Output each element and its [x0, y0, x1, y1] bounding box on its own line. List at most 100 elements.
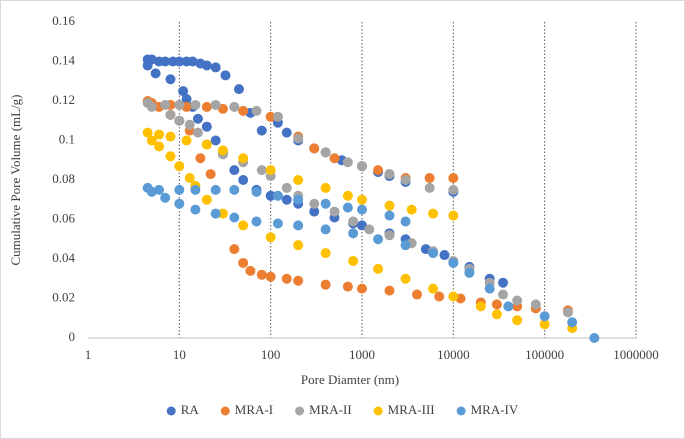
- data-point: [150, 68, 161, 79]
- data-point: [146, 186, 157, 197]
- data-point: [348, 228, 359, 239]
- legend-marker: [373, 406, 383, 416]
- data-point: [165, 151, 176, 162]
- legend-label: RA: [181, 402, 200, 417]
- data-point: [251, 186, 262, 197]
- data-point: [428, 248, 439, 259]
- data-point: [192, 113, 203, 124]
- data-point: [146, 101, 157, 112]
- data-point: [210, 62, 221, 73]
- y-tick-label: 0.16: [52, 13, 75, 28]
- y-tick-label: 0.12: [52, 92, 75, 107]
- data-point: [503, 301, 514, 312]
- data-point: [424, 182, 435, 193]
- data-point: [174, 198, 185, 209]
- data-point: [154, 141, 165, 152]
- data-point: [210, 135, 221, 146]
- data-point: [201, 194, 212, 205]
- data-point: [424, 173, 435, 184]
- data-point: [373, 165, 384, 176]
- y-tick-label: 0.14: [52, 52, 75, 67]
- data-point: [448, 257, 459, 268]
- data-point: [428, 283, 439, 294]
- x-tick-label: 1: [85, 347, 92, 362]
- data-point: [160, 192, 171, 203]
- data-point: [428, 208, 439, 219]
- data-point: [160, 99, 171, 110]
- legend-label: MRA-I: [235, 402, 273, 417]
- data-point: [238, 105, 249, 116]
- data-point: [448, 210, 459, 221]
- data-point: [205, 169, 216, 180]
- data-point: [174, 161, 185, 172]
- data-point: [217, 145, 228, 156]
- data-point: [154, 129, 165, 140]
- data-point: [448, 173, 459, 184]
- data-point: [464, 267, 475, 278]
- data-point: [357, 194, 367, 205]
- legend-label: MRA-II: [309, 402, 352, 417]
- data-point: [256, 125, 267, 136]
- legend-marker: [456, 406, 466, 416]
- data-point: [265, 111, 276, 122]
- data-point: [201, 121, 212, 132]
- data-point: [251, 216, 262, 227]
- data-point: [265, 232, 276, 243]
- data-point: [357, 161, 367, 172]
- data-point: [229, 165, 240, 176]
- y-tick-label: 0.08: [52, 171, 75, 186]
- data-point: [265, 190, 276, 201]
- x-tick-label: 1000: [349, 347, 375, 362]
- data-point: [357, 204, 367, 215]
- data-point: [342, 202, 353, 213]
- data-point: [475, 301, 486, 312]
- data-point: [160, 56, 171, 67]
- data-point: [329, 206, 340, 217]
- data-point: [174, 99, 185, 110]
- data-point: [256, 165, 267, 176]
- data-point: [384, 200, 395, 211]
- data-point: [400, 175, 411, 185]
- data-point: [210, 99, 221, 110]
- data-point: [293, 240, 304, 251]
- data-point: [400, 273, 411, 284]
- data-point: [201, 139, 212, 150]
- data-point: [293, 275, 304, 286]
- data-point: [229, 101, 240, 112]
- data-point: [165, 74, 176, 85]
- data-point: [181, 94, 192, 105]
- data-point: [190, 99, 201, 110]
- x-tick-label: 100: [261, 347, 281, 362]
- data-point: [174, 115, 185, 126]
- data-point: [342, 157, 353, 168]
- data-point: [384, 169, 395, 180]
- data-point: [181, 135, 192, 146]
- data-point: [320, 279, 331, 290]
- x-axis-title: Pore Diamter (nm): [301, 372, 399, 387]
- data-point: [281, 127, 292, 138]
- data-point: [357, 283, 367, 294]
- data-point: [238, 220, 249, 231]
- legend-marker: [295, 406, 305, 416]
- data-point: [210, 184, 221, 195]
- data-point: [439, 250, 450, 261]
- data-point: [434, 291, 445, 302]
- data-point: [272, 111, 283, 122]
- data-point: [320, 147, 331, 158]
- data-point: [320, 224, 331, 235]
- y-tick-label: 0.1: [59, 131, 75, 146]
- data-point: [233, 84, 244, 95]
- data-point: [281, 194, 292, 205]
- legend-marker: [166, 406, 176, 416]
- data-point: [210, 208, 221, 219]
- legend-label: MRA-IV: [471, 402, 519, 417]
- data-point: [142, 127, 153, 138]
- x-tick-label: 10: [173, 347, 186, 362]
- data-point: [190, 204, 201, 215]
- data-point: [567, 317, 578, 328]
- data-point: [256, 269, 267, 280]
- y-tick-label: 0.06: [52, 210, 75, 225]
- data-point: [400, 216, 411, 227]
- data-point: [201, 60, 212, 71]
